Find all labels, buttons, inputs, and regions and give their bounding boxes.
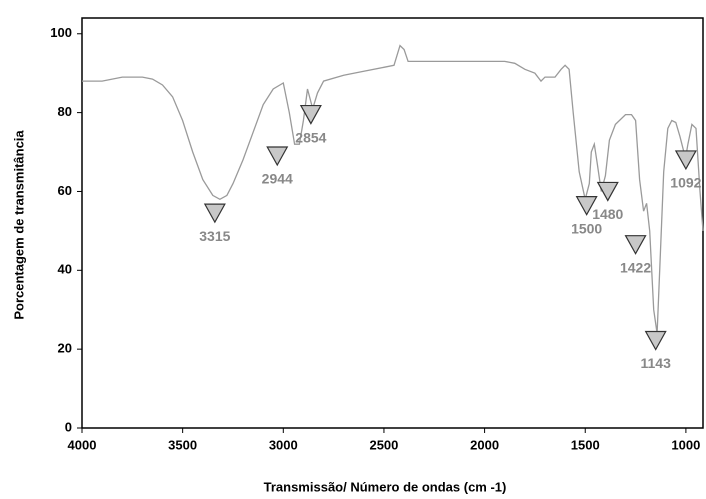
peak-label: 1480 [592, 206, 623, 222]
y-tick-label: 60 [58, 183, 72, 198]
y-tick-label: 100 [50, 25, 72, 40]
x-tick-label: 2500 [369, 437, 398, 452]
peak-label: 1143 [641, 355, 672, 371]
peak-label: 3315 [199, 228, 230, 244]
y-tick-label: 20 [58, 341, 72, 356]
y-axis-label: Porcentagem de transmitância [11, 130, 26, 320]
spectrum-line [82, 44, 704, 334]
y-tick-label: 40 [58, 262, 72, 277]
peak-marker [266, 146, 289, 167]
x-tick-label: 1500 [571, 437, 600, 452]
peak-label: 2944 [262, 171, 293, 187]
peak-marker [644, 330, 667, 351]
peak-label: 1422 [620, 259, 651, 275]
y-tick-label: 80 [58, 104, 72, 119]
peak-marker [203, 203, 226, 224]
x-tick-label: 2000 [470, 437, 499, 452]
peak-label: 2854 [295, 129, 326, 145]
x-tick-label: 3500 [168, 437, 197, 452]
peak-marker [575, 196, 598, 216]
peak-label: 1500 [571, 220, 602, 236]
x-tick-label: 1000 [671, 437, 700, 452]
peak-marker [624, 235, 647, 255]
plot-frame [81, 17, 704, 429]
x-tick-label: 3000 [269, 437, 298, 452]
y-tick-label: 0 [65, 419, 72, 434]
peak-marker [299, 104, 322, 125]
x-axis-label: Transmissão/ Número de ondas (cm -1) [264, 479, 507, 494]
peak-marker [596, 181, 619, 202]
peak-label: 1092 [670, 175, 701, 191]
peak-marker [674, 150, 697, 171]
x-tick-label: 4000 [68, 437, 97, 452]
